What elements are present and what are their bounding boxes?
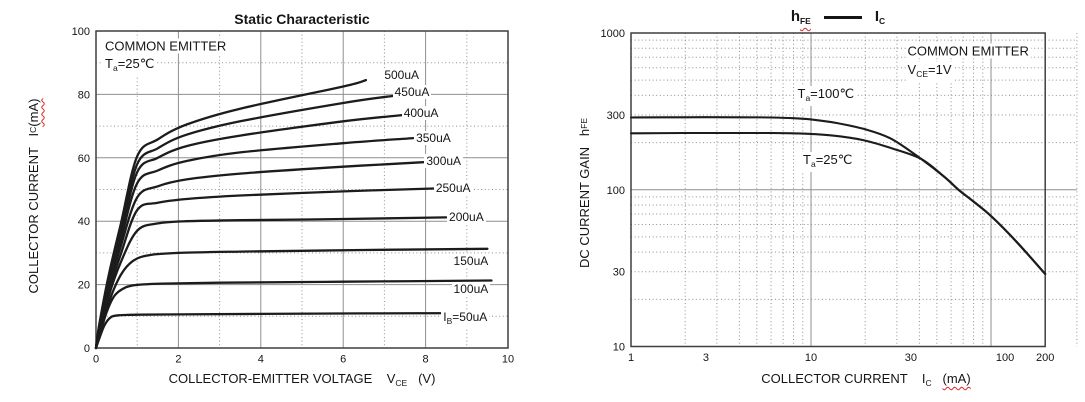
- curve-label-ib-250uA: 250uA: [433, 180, 473, 195]
- y-tick-label: 10: [613, 342, 625, 354]
- plot-border: [95, 30, 509, 349]
- curve-label-ib-150uA: 150uA: [451, 254, 491, 269]
- curve-ib-150uA: [94, 247, 489, 350]
- y-tick-label: 300: [607, 110, 625, 122]
- right-y-axis-title: DC CURRENT GAIN h FE: [576, 117, 592, 269]
- left-chart-title: Static Characteristic: [234, 11, 370, 27]
- x-tick-label: 10: [502, 354, 514, 366]
- curve-label-ib-100uA: 100uA: [451, 281, 491, 296]
- x-tick-label: 1: [628, 352, 634, 364]
- curve-label-ib-350uA: 350uA: [414, 130, 453, 145]
- left-y-axis-title: COLLECTOR CURRENT I C (mA): [25, 98, 41, 294]
- curve-ib-100uA: [94, 279, 493, 350]
- curve-label-ib-500uA: 500uA: [382, 67, 422, 82]
- ta-25-note: Ta=25℃: [103, 55, 157, 76]
- curve-label-ib-200uA: 200uA: [447, 210, 486, 225]
- ta-100-note: Ta=100℃: [795, 85, 857, 106]
- x-tick-label: 4: [258, 354, 264, 366]
- x-tick-label: 100: [996, 352, 1014, 364]
- y-tick-label: 40: [78, 216, 90, 228]
- right-title-hfe: hFE: [790, 8, 811, 26]
- y-tick-label: 100: [72, 26, 90, 38]
- right-title-ic: IC: [874, 8, 886, 26]
- x-tick-label: 30: [905, 352, 917, 364]
- x-tick-label: 0: [93, 354, 99, 366]
- x-tick-label: 10: [805, 352, 817, 364]
- common-emitter-note: COMMON EMITTER: [905, 43, 1031, 59]
- right-chart-title: hFE IC: [631, 6, 1045, 28]
- curve-ib-250uA: [94, 187, 435, 350]
- curve-label-ib-300uA: 300uA: [424, 153, 464, 168]
- legend-line-sample: [823, 15, 862, 19]
- common-emitter-note: COMMON EMITTER: [103, 38, 229, 54]
- y-tick-label: 30: [613, 267, 625, 279]
- y-tick-label: 20: [78, 280, 90, 292]
- y-tick-label: 60: [78, 153, 90, 165]
- x-tick-label: 3: [703, 352, 709, 364]
- ta-25-note: Ta=25℃: [801, 152, 855, 173]
- y-tick-label: 100: [607, 185, 625, 197]
- curve-hfe-ta-25c: [629, 131, 1047, 276]
- left-x-axis-title: COLLECTOR-EMITTER VOLTAGE VCE (V): [168, 371, 436, 388]
- y-tick-label: 80: [78, 89, 90, 101]
- curve-ib-200uA: [94, 216, 448, 350]
- curve-ib-500uA: [94, 78, 368, 350]
- curve-label-ib-50uA: IB=50uA: [441, 309, 490, 328]
- y-tick-label: 0: [84, 343, 90, 355]
- y-tick-label: 1000: [601, 28, 625, 40]
- curve-ib-50uA: [94, 311, 489, 350]
- vce-note: VCE=1V: [905, 61, 954, 82]
- x-tick-label: 2: [175, 354, 181, 366]
- plot-border: [630, 32, 1046, 348]
- curve-label-ib-450uA: 450uA: [392, 84, 432, 99]
- x-tick-label: 200: [1036, 352, 1054, 364]
- x-tick-label: 8: [423, 354, 429, 366]
- curve-label-ib-400uA: 400uA: [401, 106, 441, 121]
- x-tick-label: 6: [340, 354, 346, 366]
- right-x-axis-title: COLLECTOR CURRENT IC (mA): [761, 371, 971, 388]
